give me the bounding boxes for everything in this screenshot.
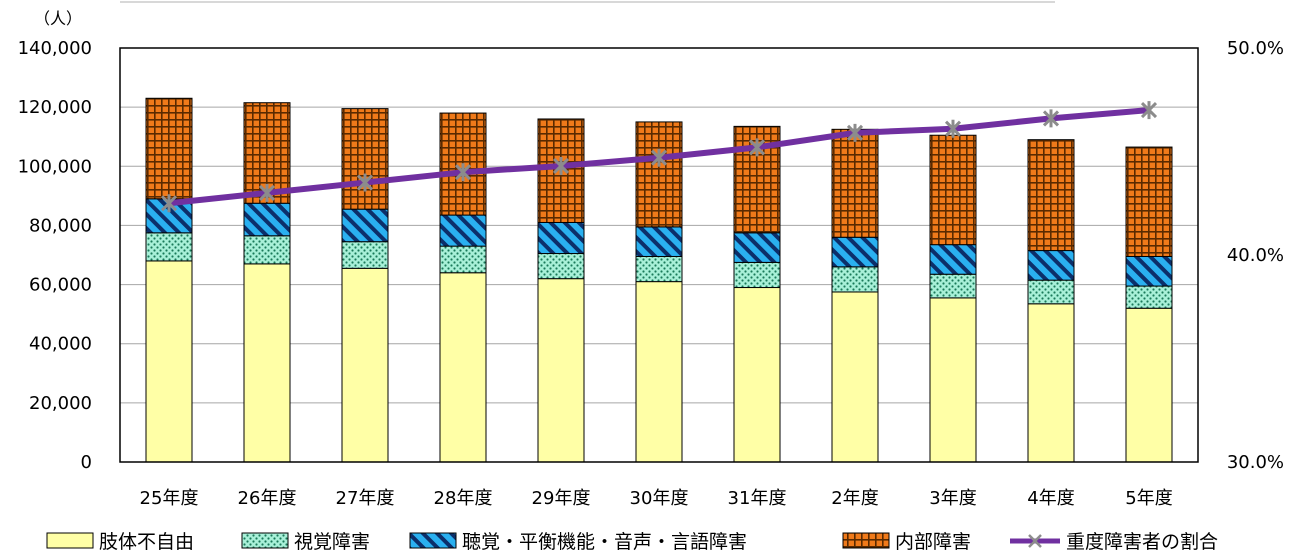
bar-segment bbox=[929, 134, 977, 246]
bar-segment bbox=[439, 272, 487, 463]
ratio-point bbox=[650, 148, 668, 167]
bar-segment bbox=[439, 214, 487, 247]
bar-segment bbox=[145, 232, 193, 262]
bar-segment bbox=[635, 281, 683, 463]
bar-segment bbox=[537, 278, 585, 463]
bar-segment bbox=[1125, 285, 1173, 309]
x-tick-label: 3年度 bbox=[929, 488, 976, 509]
x-tick-label: 31年度 bbox=[728, 488, 787, 509]
x-tick-label: 4年度 bbox=[1027, 488, 1074, 509]
bar-segment bbox=[831, 236, 879, 268]
legend-label: 視覚障害 bbox=[294, 531, 370, 553]
x-tick-label: 26年度 bbox=[238, 488, 297, 509]
x-tick-label: 30年度 bbox=[630, 488, 689, 509]
ratio-point bbox=[1140, 101, 1158, 120]
bar-segment bbox=[1125, 146, 1173, 257]
ratio-point bbox=[454, 163, 472, 182]
x-tick-label: 29年度 bbox=[532, 488, 591, 509]
ratio-point bbox=[748, 138, 766, 157]
bar-segment bbox=[831, 128, 879, 238]
bar-segment bbox=[733, 287, 781, 463]
bar-segment bbox=[243, 263, 291, 463]
legend-item: 重度障害者の割合 bbox=[1010, 531, 1218, 553]
bar-segment bbox=[145, 97, 193, 200]
bar-segment bbox=[733, 261, 781, 289]
legend-swatch bbox=[46, 532, 94, 549]
ratio-point bbox=[846, 123, 864, 142]
bar-segment bbox=[341, 108, 389, 210]
bar-segment bbox=[635, 121, 683, 228]
legend-item: 肢体不自由 bbox=[46, 531, 194, 553]
bar-segment bbox=[145, 260, 193, 463]
legend-item: 視覚障害 bbox=[241, 531, 370, 553]
bar-segment bbox=[1027, 279, 1075, 305]
bar-segment bbox=[635, 226, 683, 257]
bar-segment bbox=[1125, 307, 1173, 463]
bar-segment bbox=[243, 202, 291, 237]
bar-segment bbox=[243, 235, 291, 265]
ratio-point bbox=[1042, 109, 1060, 128]
bar-segment bbox=[1027, 250, 1075, 281]
bar-segment bbox=[1125, 255, 1173, 287]
bar-segment bbox=[341, 241, 389, 269]
ratio-point bbox=[552, 156, 570, 175]
legend-label: 重度障害者の割合 bbox=[1066, 531, 1218, 553]
y-left-tick-label: 120,000 bbox=[18, 97, 92, 118]
bar-segment bbox=[929, 297, 977, 463]
bars bbox=[145, 97, 1173, 463]
ratio-point bbox=[160, 194, 178, 213]
y-right-tick-label: 30.0% bbox=[1227, 452, 1284, 473]
y-left-tick-label: 20,000 bbox=[29, 393, 92, 414]
x-axis: 25年度 26年度 27年度 28年度 29年度 30年度 31年度 2年度 3年度 4年度 5年度 bbox=[140, 488, 1173, 509]
bar-segment bbox=[831, 266, 879, 293]
bar-segment bbox=[831, 291, 879, 463]
y-left-tick-label: 40,000 bbox=[29, 334, 92, 355]
y-left-tick-label: 60,000 bbox=[29, 275, 92, 296]
legend: 肢体不自由 視覚障害 聴覚・平衡機能・音声・言語障害 内部障害 重度障害者の割合 bbox=[46, 531, 1218, 553]
x-tick-label: 25年度 bbox=[140, 488, 199, 509]
bar-segment bbox=[733, 232, 781, 263]
legend-item: 内部障害 bbox=[842, 531, 971, 553]
y-axis-left: 0 20,000 40,000 60,000 80,000 100,000 120,000 1… bbox=[18, 38, 92, 473]
bar-segment bbox=[341, 208, 389, 243]
y-right-tick-label: 50.0% bbox=[1227, 38, 1284, 59]
ratio-point bbox=[944, 119, 962, 138]
x-tick-label: 2年度 bbox=[831, 488, 878, 509]
y-axis-unit: （人） bbox=[34, 9, 82, 28]
legend-label: 内部障害 bbox=[895, 531, 971, 553]
legend-label: 聴覚・平衡機能・音声・言語障害 bbox=[462, 531, 747, 553]
bar-segment bbox=[635, 255, 683, 283]
bar-segment bbox=[929, 273, 977, 299]
y-left-tick-label: 0 bbox=[81, 452, 92, 473]
bar-segment bbox=[537, 253, 585, 280]
legend-label: 肢体不自由 bbox=[99, 531, 194, 553]
legend-swatch bbox=[241, 532, 289, 549]
y-axis-right: 30.0% 40.0% 50.0% bbox=[1227, 38, 1284, 473]
bar-segment bbox=[341, 267, 389, 463]
plot-frame bbox=[119, 47, 1199, 463]
bar-segment bbox=[1027, 139, 1075, 252]
legend-item: 聴覚・平衡機能・音声・言語障害 bbox=[409, 531, 747, 553]
legend-swatch bbox=[842, 532, 890, 549]
x-tick-label: 5年度 bbox=[1125, 488, 1172, 509]
bar-segment bbox=[929, 244, 977, 275]
legend-swatch bbox=[409, 532, 457, 549]
ratio-point bbox=[356, 173, 374, 192]
y-left-tick-label: 140,000 bbox=[18, 38, 92, 59]
y-left-tick-label: 100,000 bbox=[18, 156, 92, 177]
bar-segment bbox=[537, 221, 585, 255]
x-tick-label: 28年度 bbox=[434, 488, 493, 509]
ratio-point bbox=[258, 183, 276, 202]
ratio-line bbox=[160, 101, 1158, 213]
x-tick-label: 27年度 bbox=[336, 488, 395, 509]
y-left-tick-label: 80,000 bbox=[29, 215, 92, 236]
bar-segment bbox=[1027, 303, 1075, 463]
bar-segment bbox=[439, 245, 487, 274]
y-right-tick-label: 40.0% bbox=[1227, 245, 1284, 266]
